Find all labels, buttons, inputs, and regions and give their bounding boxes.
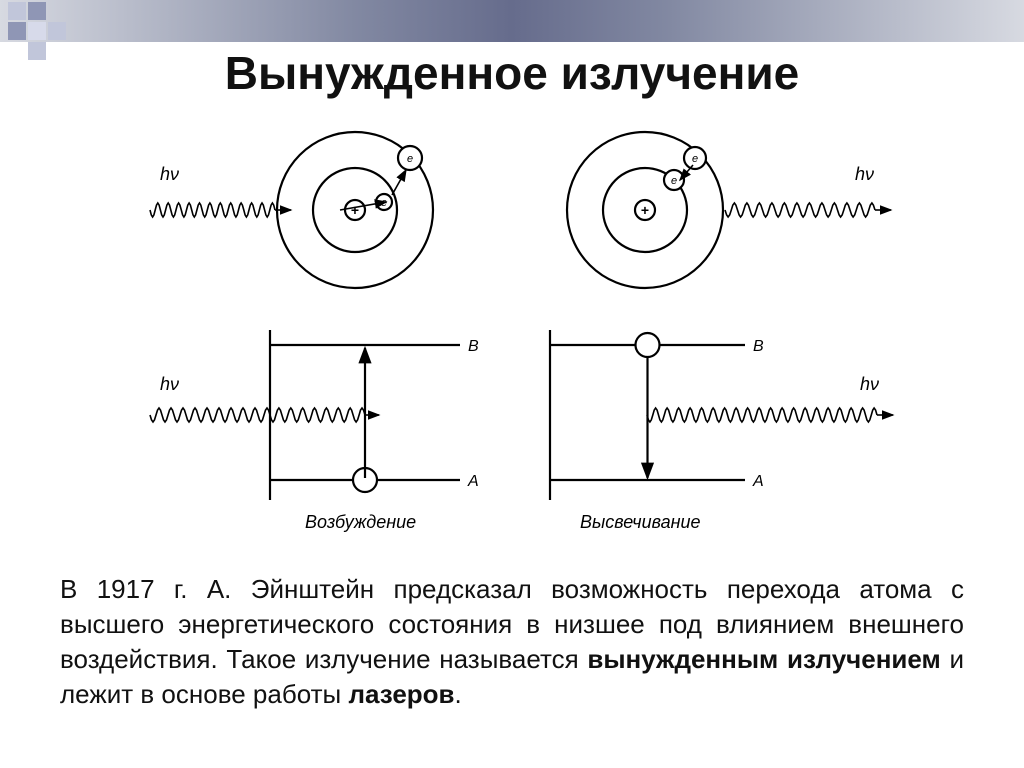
body-run: . — [455, 679, 462, 709]
photon-wave: hν — [150, 374, 270, 422]
hv-label: hν — [160, 164, 179, 184]
page-title: Вынужденное излучение — [0, 46, 1024, 100]
level-A-label: A — [467, 473, 479, 490]
photon-wave: hν — [725, 164, 891, 217]
emphasis-text: лазеров — [348, 679, 454, 709]
photon-wave: hν — [150, 164, 291, 217]
hv-label: hν — [860, 374, 879, 394]
deco-square — [8, 22, 26, 40]
hv-label: hν — [160, 374, 179, 394]
body-paragraph: В 1917 г. А. Эйнштейн предсказал возможн… — [60, 572, 964, 712]
caption-excitation: Возбуждение — [305, 512, 416, 532]
atom-emission: + e e — [567, 132, 723, 288]
electron-label: e — [407, 153, 413, 165]
levels-emission: BA — [550, 330, 764, 500]
caption-emission: Высвечивание — [580, 512, 701, 532]
level-B-label: B — [468, 338, 479, 355]
stimulated-emission-diagram: hν+ee+eehνhνBABAhνВозбуждениеВысвечивани… — [90, 120, 920, 540]
deco-square — [28, 2, 46, 20]
deco-square — [8, 2, 26, 20]
hv-label: hν — [855, 164, 874, 184]
photon-wave: hν — [647, 374, 893, 422]
transition-arrow — [392, 170, 406, 195]
level-electron — [636, 333, 660, 357]
electron-label: e — [671, 175, 677, 187]
level-B-label: B — [753, 338, 764, 355]
deco-square — [48, 22, 66, 40]
atom-absorption: +ee — [277, 132, 433, 288]
level-A-label: A — [752, 473, 764, 490]
emphasis-text: вынужденным излучением — [587, 644, 940, 674]
nucleus-plus: + — [351, 202, 359, 218]
nucleus-plus: + — [641, 202, 649, 218]
slide: Вынужденное излучение hν+ee+eehνhνBABAhν… — [0, 0, 1024, 768]
header-gradient — [0, 0, 1024, 42]
photon-wave — [270, 408, 379, 422]
electron-label: e — [692, 153, 698, 165]
deco-square — [28, 22, 46, 40]
